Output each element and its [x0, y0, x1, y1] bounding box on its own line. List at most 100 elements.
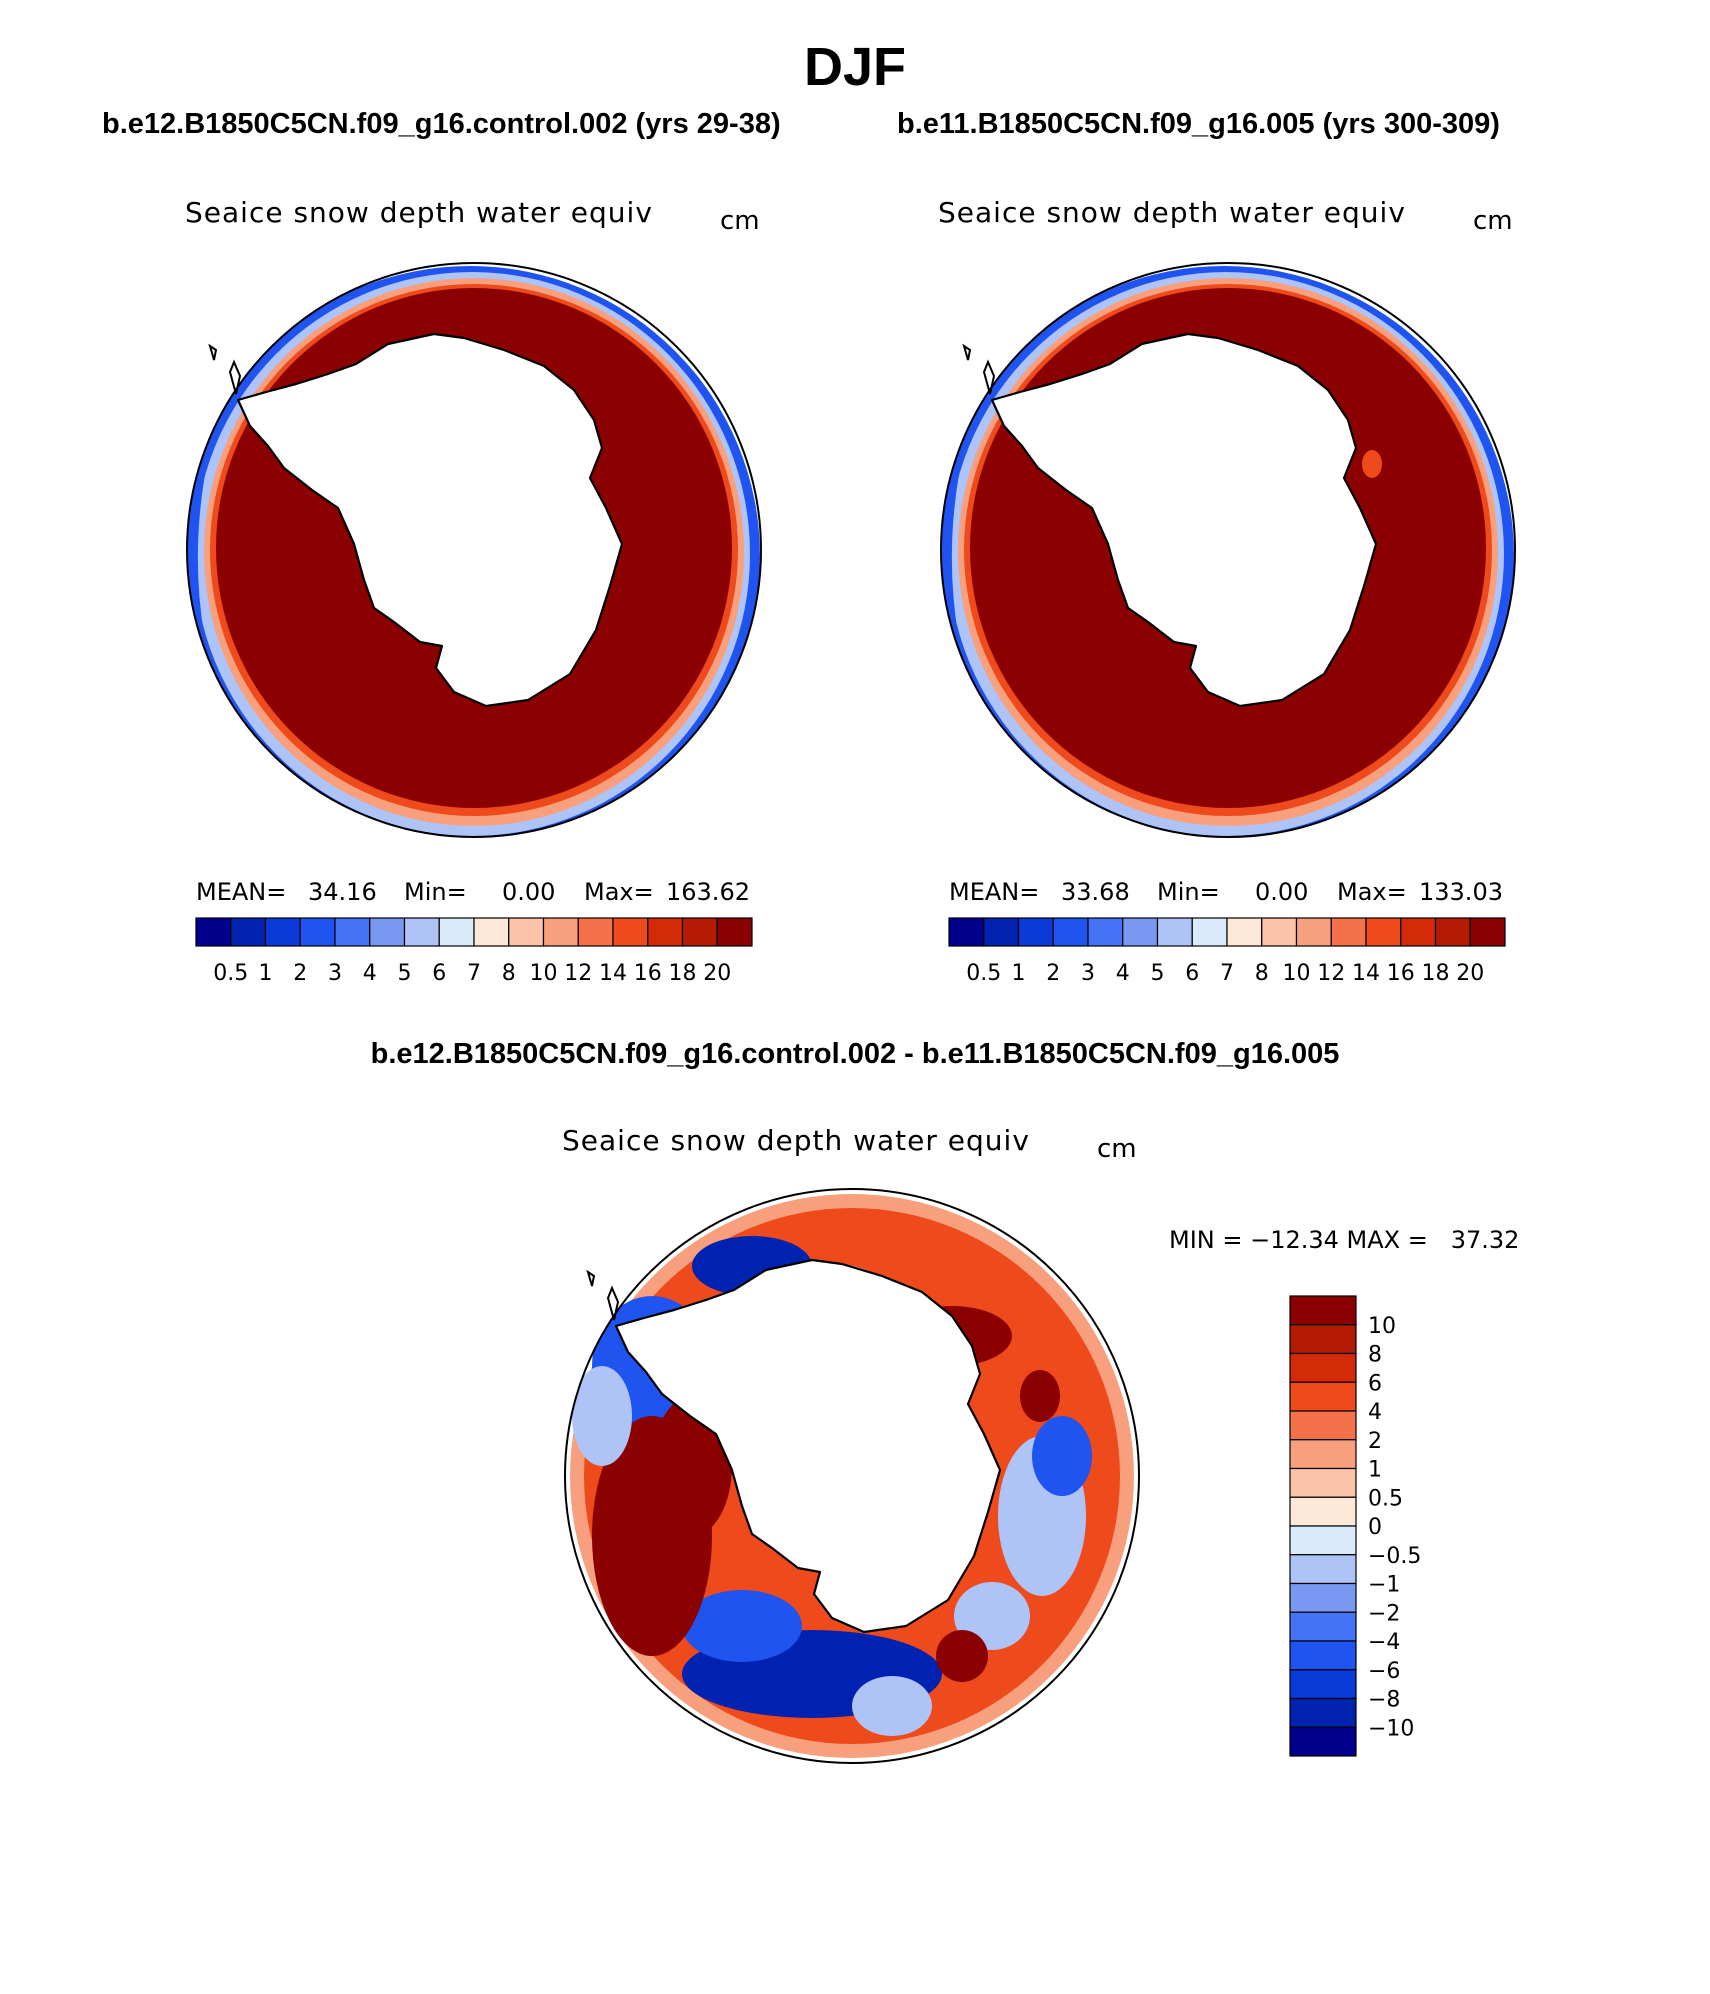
colorbar-box — [1289, 1640, 1357, 1671]
colorbar-box — [403, 917, 440, 947]
colorbar-tick-label: 1 — [1012, 961, 1026, 986]
left-variable-title: Seaice snow depth water equiv — [185, 196, 653, 229]
colorbar-tick-label: 8 — [1255, 961, 1269, 986]
antarctica-coastline — [990, 332, 1378, 708]
colorbar-tick-label: 0.5 — [213, 961, 248, 986]
peninsula-island — [962, 343, 972, 361]
colorbar-tick-label: 12 — [1317, 961, 1345, 986]
colorbar-box — [1289, 1669, 1357, 1700]
colorbar-box — [1156, 917, 1193, 947]
peninsula-island — [606, 1285, 620, 1321]
colorbar-box — [716, 917, 753, 947]
colorbar-box — [264, 917, 301, 947]
colorbar-box — [1400, 917, 1437, 947]
difference-units: cm — [1097, 1134, 1137, 1164]
colorbar-box — [1289, 1352, 1357, 1383]
right-max-value: 133.03 — [1419, 878, 1503, 906]
difference-antarctica-outline — [586, 1258, 1002, 1634]
colorbar-tick-label: 6 — [1185, 961, 1199, 986]
peninsula-island — [982, 359, 996, 395]
right-min-label: Min= — [1157, 878, 1220, 906]
difference-anomaly — [1032, 1416, 1092, 1496]
snow-patch — [1362, 450, 1382, 478]
colorbar-box — [1289, 1554, 1357, 1585]
left-colorbar: 0.5 1 2 3 4 5 6 7 8 10 12 14 16 18 20 — [195, 917, 753, 986]
left-case-title: b.e12.B1850C5CN.f09_g16.control.002 (yrs… — [102, 108, 781, 140]
colorbar-tick-label: −8 — [1368, 1688, 1400, 1713]
colorbar-tick-label: 6 — [432, 961, 446, 986]
difference-anomaly — [936, 1630, 988, 1682]
colorbar-tick-label: 4 — [363, 961, 377, 986]
colorbar-box — [1289, 1525, 1357, 1556]
colorbar-box — [473, 917, 510, 947]
colorbar-tick-label: 7 — [1220, 961, 1234, 986]
peninsula-island — [228, 359, 242, 395]
colorbar-tick-label: 2 — [1368, 1429, 1382, 1454]
colorbar-box — [1289, 1697, 1357, 1728]
colorbar-tick-label: 18 — [669, 961, 697, 986]
left-min-value: 0.00 — [502, 878, 556, 906]
colorbar-tick-label: 14 — [599, 961, 627, 986]
difference-map-boundary — [564, 1188, 1140, 1764]
left-map — [187, 263, 761, 837]
left-antarctica-outline — [208, 332, 624, 708]
colorbar-box — [369, 917, 406, 947]
colorbar-tick-label: 10 — [1368, 1314, 1396, 1339]
difference-colorbar: 10 8 6 4 2 1 0.5 0 −0.5 −1 −2 −4 −6 −8 −10 — [1289, 1295, 1421, 1757]
colorbar-box — [1289, 1467, 1357, 1498]
main-title: DJF — [803, 37, 906, 97]
colorbar-tick-label: 2 — [1046, 961, 1060, 986]
colorbar-box — [612, 917, 649, 947]
colorbar-tick-label: 4 — [1116, 961, 1130, 986]
colorbar-box — [1122, 917, 1159, 947]
colorbar-box — [948, 917, 985, 947]
colorbar-tick-label: −0.5 — [1368, 1544, 1421, 1569]
colorbar-tick-label: 5 — [398, 961, 412, 986]
colorbar-box — [1289, 1726, 1357, 1757]
colorbar-tick-label: 20 — [703, 961, 731, 986]
colorbar-tick-label: 6 — [1368, 1371, 1382, 1396]
colorbar-tick-label: −1 — [1368, 1573, 1400, 1598]
colorbar-box — [1226, 917, 1263, 947]
right-max-label: Max= — [1337, 878, 1407, 906]
colorbar-box — [1261, 917, 1298, 947]
colorbar-tick-label: 5 — [1151, 961, 1165, 986]
right-case-title: b.e11.B1850C5CN.f09_g16.005 (yrs 300-309… — [897, 108, 1500, 140]
colorbar-box — [1434, 917, 1471, 947]
colorbar-tick-label: 18 — [1422, 961, 1450, 986]
right-antarctica-outline — [962, 332, 1378, 708]
colorbar-tick-label: 10 — [1283, 961, 1311, 986]
colorbar-box — [542, 917, 579, 947]
colorbar-tick-label: 0.5 — [966, 961, 1001, 986]
colorbar-box — [1289, 1496, 1357, 1527]
colorbar-box — [1469, 917, 1506, 947]
colorbar-tick-label: 4 — [1368, 1400, 1382, 1425]
colorbar-box — [508, 917, 545, 947]
colorbar-tick-label: 1 — [1368, 1458, 1382, 1483]
colorbar-tick-label: 14 — [1352, 961, 1380, 986]
colorbar-tick-label: 1 — [259, 961, 273, 986]
colorbar-tick-label: 0.5 — [1368, 1486, 1403, 1511]
colorbar-box — [1087, 917, 1124, 947]
right-colorbar: 0.5 1 2 3 4 5 6 7 8 10 12 14 16 18 20 — [948, 917, 1506, 986]
difference-anomaly — [572, 1366, 632, 1466]
colorbar-box — [1289, 1295, 1357, 1326]
colorbar-box — [1289, 1381, 1357, 1412]
colorbar-box — [1017, 917, 1054, 947]
colorbar-box — [577, 917, 614, 947]
colorbar-tick-label: 20 — [1456, 961, 1484, 986]
colorbar-tick-label: 16 — [634, 961, 662, 986]
difference-anomaly — [1020, 1370, 1060, 1422]
right-map — [941, 263, 1515, 837]
colorbar-tick-label: 3 — [328, 961, 342, 986]
colorbar-box — [1191, 917, 1228, 947]
left-mean-value: 34.16 — [308, 878, 377, 906]
difference-map — [565, 1189, 1139, 1763]
antarctica-coastline — [236, 332, 624, 708]
colorbar-box — [1289, 1410, 1357, 1441]
left-mean-label: MEAN= — [196, 878, 287, 906]
difference-title: b.e12.B1850C5CN.f09_g16.control.002 - b.… — [370, 1038, 1340, 1070]
left-map-boundary — [186, 262, 762, 838]
left-units: cm — [720, 206, 760, 236]
